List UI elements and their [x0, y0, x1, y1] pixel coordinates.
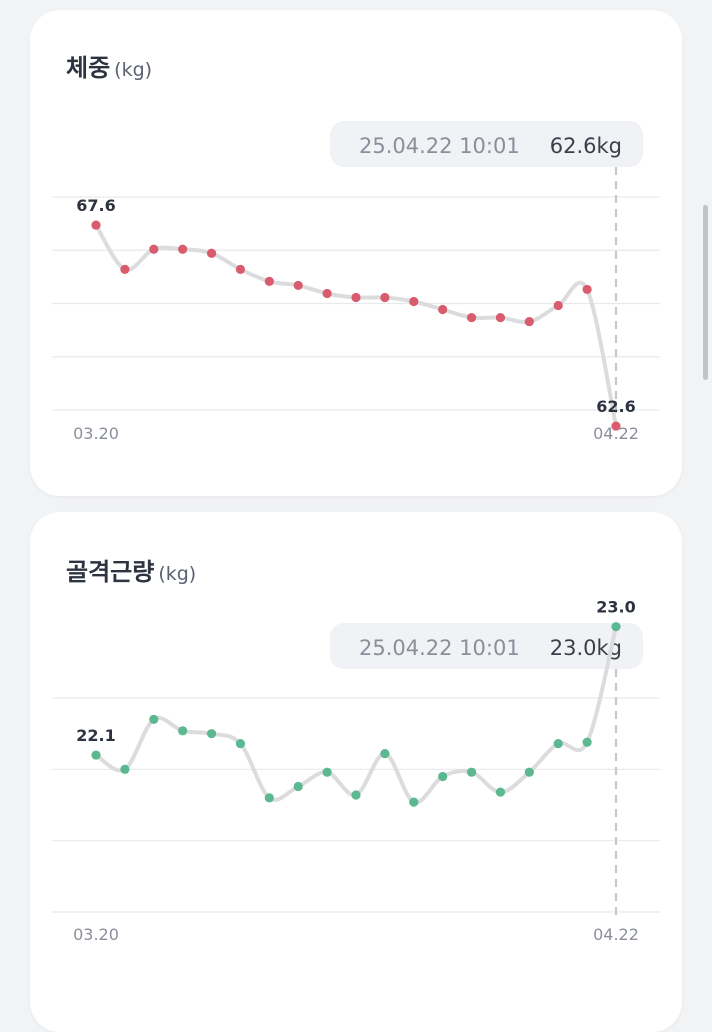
weight-title: 체중 (kg)	[66, 48, 152, 83]
skeletal-muscle-unit: (kg)	[158, 563, 197, 585]
skeletal-muscle-card: 골격근량 (kg) 25.04.22 10:01 23.0kg 22.1 23.0 03.…	[30, 512, 682, 1032]
weight-chart[interactable]: 25.04.22 10:01 62.6kg 67.6 62.6 03.20 04.22	[30, 10, 682, 496]
skeletal-muscle-data-point[interactable]	[611, 622, 621, 632]
weight-x-end-label: 04.22	[593, 424, 639, 443]
skeletal-muscle-data-point[interactable]	[149, 714, 159, 724]
skeletal-muscle-title: 골격근량 (kg)	[66, 552, 196, 587]
skeletal-muscle-data-point[interactable]	[91, 750, 101, 760]
weight-card: 체중 (kg) 25.04.22 10:01 62.6kg 67.6 62.6 03.20…	[30, 10, 682, 496]
weight-data-point[interactable]	[582, 284, 592, 295]
weight-data-point[interactable]	[322, 288, 332, 299]
weight-unit: (kg)	[114, 59, 153, 81]
skeletal-muscle-data-point[interactable]	[351, 790, 361, 800]
weight-data-point[interactable]	[466, 312, 477, 323]
weight-data-point[interactable]	[206, 248, 217, 258]
weight-data-point[interactable]	[438, 304, 448, 315]
skeletal-muscle-data-point[interactable]	[466, 767, 477, 777]
skeletal-muscle-data-point[interactable]	[553, 739, 563, 749]
skeletal-muscle-data-point[interactable]	[120, 764, 130, 774]
weight-data-point[interactable]	[611, 421, 621, 431]
skeletal-muscle-data-point[interactable]	[582, 737, 592, 747]
weight-series-line	[94, 223, 618, 429]
skeletal-muscle-last-value-label: 23.0	[596, 598, 635, 617]
weight-data-point[interactable]	[409, 296, 419, 307]
weight-title-text: 체중	[66, 54, 111, 82]
skeletal-muscle-data-point[interactable]	[524, 767, 534, 777]
skeletal-muscle-data-point[interactable]	[206, 729, 217, 739]
weight-data-point[interactable]	[264, 276, 274, 286]
weight-data-point[interactable]	[235, 264, 246, 274]
weight-first-value-label: 67.6	[76, 196, 115, 215]
weight-data-point[interactable]	[293, 280, 303, 291]
skeletal-muscle-title-text: 골격근량	[66, 558, 155, 586]
skeletal-muscle-tooltip-date: 25.04.22 10:01	[359, 636, 520, 660]
weight-data-point[interactable]	[120, 264, 130, 274]
skeletal-muscle-data-point[interactable]	[495, 787, 506, 797]
weight-x-start-label: 03.20	[73, 424, 119, 443]
scrollbar[interactable]	[703, 205, 708, 380]
weight-tooltip	[330, 121, 643, 167]
skeletal-muscle-x-end-label: 04.22	[593, 925, 639, 944]
skeletal-muscle-data-point[interactable]	[322, 767, 332, 777]
skeletal-muscle-data-point[interactable]	[178, 726, 188, 736]
weight-data-point[interactable]	[351, 292, 361, 303]
weight-last-value-label: 62.6	[596, 397, 635, 416]
skeletal-muscle-data-point[interactable]	[264, 793, 274, 803]
weight-data-point[interactable]	[178, 244, 188, 254]
weight-tooltip-value: 62.6kg	[550, 134, 622, 158]
skeletal-muscle-first-value-label: 22.1	[76, 726, 115, 745]
skeletal-muscle-tooltip	[330, 623, 643, 669]
skeletal-muscle-data-point[interactable]	[293, 781, 303, 792]
weight-data-point[interactable]	[553, 300, 563, 311]
weight-data-point[interactable]	[380, 292, 390, 303]
weight-data-point[interactable]	[91, 220, 101, 230]
weight-data-point[interactable]	[149, 244, 159, 254]
skeletal-muscle-x-start-label: 03.20	[73, 925, 119, 944]
weight-data-point[interactable]	[524, 316, 534, 327]
skeletal-muscle-data-point[interactable]	[380, 749, 390, 759]
weight-data-point[interactable]	[495, 312, 506, 323]
skeletal-muscle-data-point[interactable]	[235, 739, 246, 749]
weight-tooltip-date: 25.04.22 10:01	[359, 134, 520, 158]
skeletal-muscle-data-point[interactable]	[409, 797, 419, 807]
skeletal-muscle-data-point[interactable]	[438, 771, 448, 782]
